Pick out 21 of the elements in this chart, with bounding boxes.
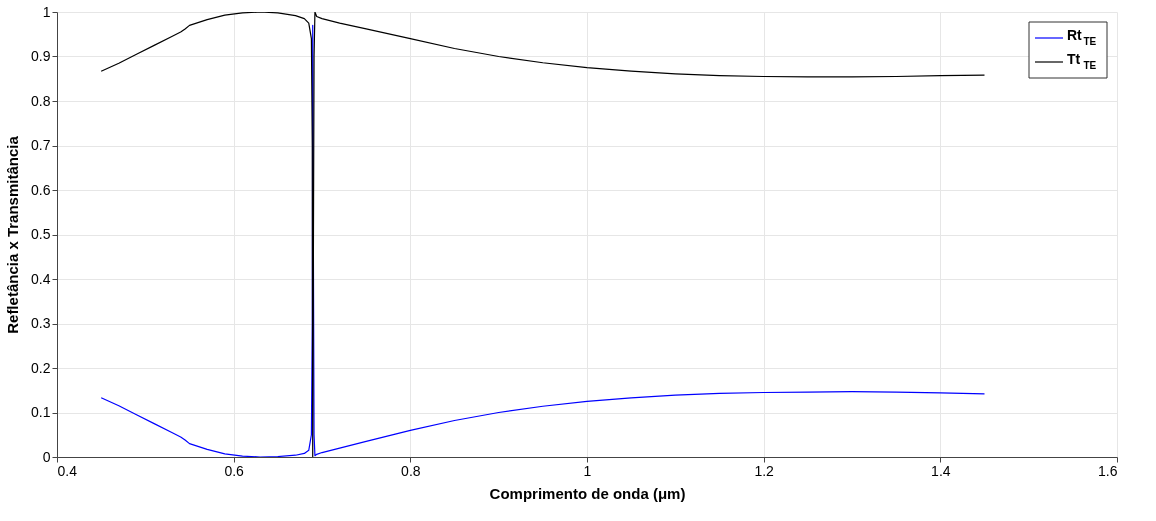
- x-tick-label: 0.4: [57, 462, 78, 479]
- y-tick-label: 1: [42, 3, 51, 20]
- y-tick-label: 0.5: [31, 226, 51, 242]
- x-axis-title: Comprimento de onda (μm): [489, 484, 686, 502]
- y-tick-label: 0.7: [31, 137, 51, 153]
- y-tick-label: 0.9: [31, 48, 51, 64]
- x-tick-label: 1.2: [754, 462, 775, 479]
- y-tick-label: 0.3: [31, 315, 51, 331]
- x-tick-label: 1: [583, 462, 592, 479]
- y-tick-label: 0.1: [31, 404, 51, 420]
- y-tick-label: 0.8: [31, 92, 51, 109]
- x-tick-label: 1.6: [1098, 462, 1118, 479]
- x-tick-label: 0.8: [401, 462, 421, 479]
- y-axis-title: Refletância x Transmitância: [4, 135, 22, 334]
- legend-label: TtTE: [1067, 51, 1097, 71]
- y-tick-label: 0: [42, 448, 51, 465]
- y-tick-label: 0.2: [31, 359, 51, 376]
- x-tick-label: 0.6: [224, 462, 245, 479]
- y-tick-label: 0.4: [31, 270, 51, 287]
- x-tick-label: 1.4: [931, 462, 951, 479]
- y-tick-label: 0.6: [31, 181, 51, 198]
